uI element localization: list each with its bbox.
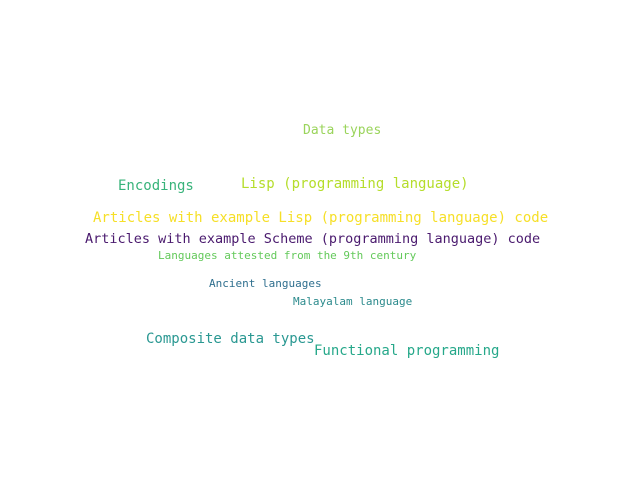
word-languages-9th: Languages attested from the 9th century: [158, 249, 417, 262]
word-ancient-languages: Ancient languages: [209, 277, 322, 290]
word-encodings: Encodings: [118, 178, 194, 194]
word-composite-data-types: Composite data types: [146, 331, 315, 347]
word-malayalam: Malayalam language: [293, 295, 413, 308]
word-data-types: Data types: [303, 123, 382, 138]
word-functional-programming: Functional programming: [314, 343, 500, 359]
word-lisp: Lisp (programming language): [241, 176, 469, 192]
word-articles-scheme: Articles with example Scheme (programmin…: [85, 231, 541, 247]
word-articles-lisp: Articles with example Lisp (programming …: [93, 210, 549, 226]
